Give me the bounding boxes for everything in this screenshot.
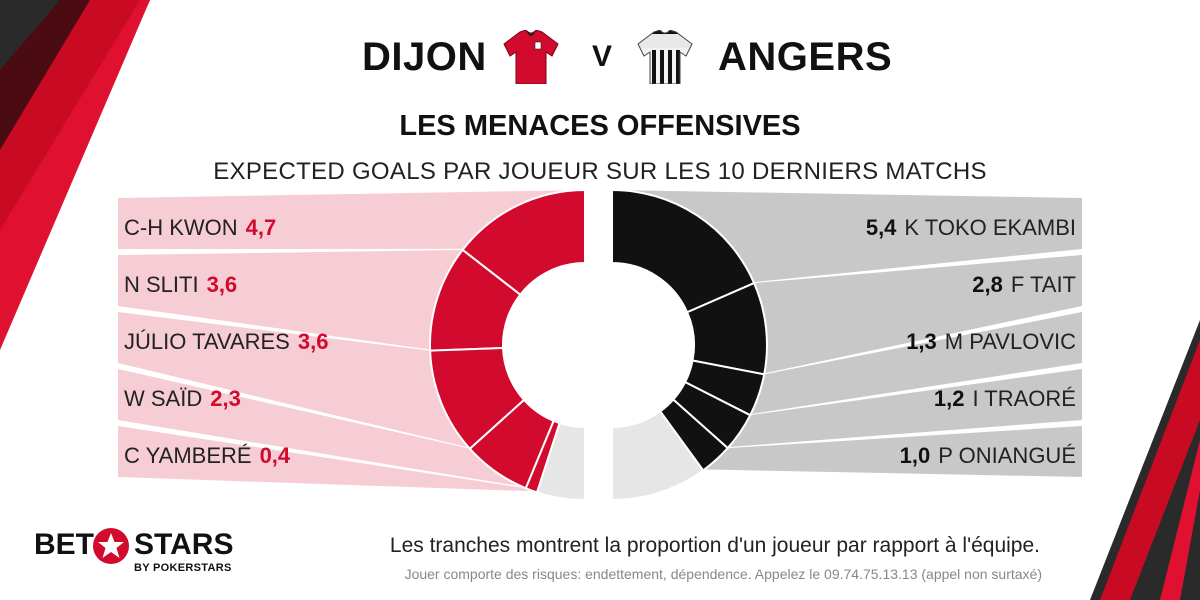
logo-stars-text: STARS (134, 528, 234, 561)
home-row-band (118, 312, 470, 449)
xg-value: 1,2 (933, 386, 965, 411)
away-row-separator (727, 420, 1083, 450)
player-name: M PAVLOVIC (944, 329, 1076, 354)
away-player-row: 1,2 I TRAORÉ (934, 374, 1076, 424)
away-row-separator (754, 249, 1083, 285)
home-row-band (118, 369, 526, 489)
player-name: C-H KWON (124, 215, 238, 240)
corner-stripes-bottom-right (1090, 320, 1200, 600)
home-row-band (118, 249, 463, 351)
home-player-row: C-H KWON 4,7 (124, 203, 276, 253)
xg-value: 0,4 (259, 443, 291, 468)
home-player-row: N SLITI 3,6 (124, 260, 237, 310)
home-row-band (118, 426, 538, 493)
player-name: K TOKO EKAMBI (904, 215, 1076, 240)
red-football-shirt-icon (503, 30, 559, 84)
xg-value: 5,4 (865, 215, 897, 240)
xg-value: 4,7 (245, 215, 277, 240)
away-player-row: 2,8 F TAIT (972, 260, 1076, 310)
away-player-row: 1,3 M PAVLOVIC (906, 317, 1076, 367)
xg-value: 3,6 (297, 329, 329, 354)
away-row-band (754, 255, 1082, 375)
corner-stripes-top-left (0, 0, 150, 350)
footnote: Les tranches montrent la proportion d'un… (389, 534, 1040, 557)
away-team-name: ANGERS (718, 35, 893, 79)
away-donut-rest-slice (611, 409, 705, 502)
home-player-row: C YAMBERÉ 0,4 (124, 431, 290, 481)
away-row-separator (763, 306, 1083, 376)
away-player-row: 1,0 P ONIANGUÉ (900, 431, 1076, 481)
black-white-striped-shirt-icon (637, 30, 693, 84)
star-icon (93, 528, 129, 564)
away-row-band (750, 312, 1082, 416)
logo-bet-text: BET (34, 528, 94, 561)
away-row-separator (703, 469, 1083, 479)
away-donut-slice (611, 188, 756, 314)
home-team-name: DIJON (362, 35, 487, 79)
home-donut-rest-slice (535, 421, 586, 502)
xg-value: 2,3 (210, 386, 241, 411)
home-row-separator (117, 420, 527, 490)
player-name: N SLITI (124, 272, 199, 297)
disclaimer: Jouer comporte des risques: endettement,… (404, 566, 1042, 582)
player-name: C YAMBERÉ (124, 443, 252, 468)
chart-subtitle: EXPECTED GOALS PAR JOUEUR SUR LES 10 DER… (213, 158, 987, 185)
home-row-separator (117, 306, 431, 352)
chart-title: LES MENACES OFFENSIVES (399, 110, 801, 142)
player-name: F TAIT (1010, 272, 1076, 297)
home-row-separator (117, 477, 538, 494)
away-player-row: 5,4 K TOKO EKAMBI (866, 203, 1076, 253)
player-name: P ONIANGUÉ (938, 443, 1076, 468)
away-row-separator (750, 363, 1083, 417)
xg-value: 1,0 (899, 443, 931, 468)
versus-label: V (592, 40, 613, 73)
home-player-row: W SAÏD 2,3 (124, 374, 241, 424)
away-row-band (727, 369, 1082, 449)
player-name: W SAÏD (124, 386, 203, 411)
player-name: JÚLIO TAVARES (124, 329, 290, 354)
home-row-separator (117, 363, 471, 450)
xg-value: 1,3 (906, 329, 937, 354)
home-player-row: JÚLIO TAVARES 3,6 (124, 317, 328, 367)
xg-value: 3,6 (206, 272, 238, 297)
player-name: I TRAORÉ (972, 386, 1076, 411)
xg-value: 2,8 (972, 272, 1003, 297)
logo-subtitle: BY POKERSTARS (134, 562, 232, 574)
betstars-logo: BET STARS BY POKERSTARS (34, 527, 234, 583)
away-row-band (703, 426, 1082, 478)
home-row-band (118, 190, 585, 250)
